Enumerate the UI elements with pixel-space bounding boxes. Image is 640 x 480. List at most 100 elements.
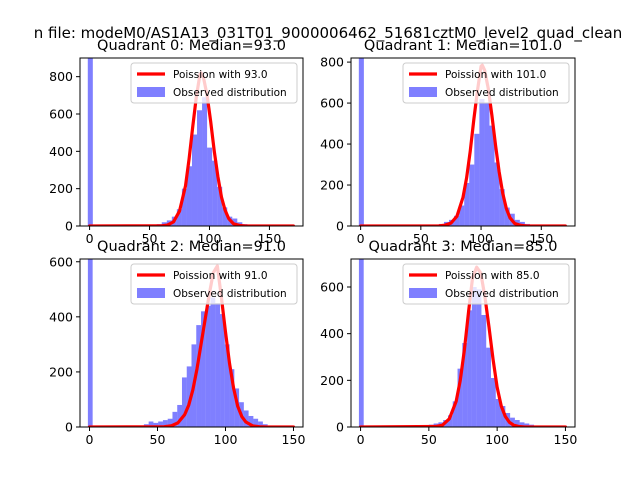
histogram-bar [476,289,482,427]
histogram-bar [258,421,263,427]
y-tick-label: 600 [49,107,73,122]
legend: Poission with 85.0 Observed distribution [402,263,570,305]
y-tick-label: 400 [49,309,73,324]
legend-box [402,62,570,104]
legend-entry-label: Observed distribution [173,87,287,99]
y-tick-label: 0 [336,219,344,234]
y-tick-label: 200 [49,364,73,379]
histogram-bar [201,311,206,427]
histogram-bar [229,369,235,427]
histogram-bar [205,305,211,427]
figure-suptitle: n file: modeM0/AS1A13_031T01_9000006462_… [34,24,623,43]
legend-box [130,62,298,104]
histogram-bar [504,207,510,226]
y-tick-label: 0 [65,420,73,435]
histogram-bar [494,162,500,226]
histogram-bar [491,378,496,427]
histogram-bar [186,366,192,427]
histogram-bar [519,422,525,427]
histogram-bar [481,315,487,427]
histogram-bar [207,147,213,226]
histogram-bar [467,310,472,427]
histogram-bar [148,421,154,427]
legend: Poission with 91.0 Observed distribution [130,263,298,305]
legend-swatch-patch [409,288,437,298]
legend-box [402,263,570,305]
x-tick-label: 0 [357,432,365,447]
y-tick-label: 400 [320,137,344,152]
histogram-bar [243,410,249,427]
histogram-bar [452,401,458,427]
y-tick-label: 0 [65,219,73,234]
legend-box [130,263,298,305]
legend-swatch-patch [137,87,165,97]
histogram-bar [484,103,490,226]
histogram-bar [153,422,159,427]
axes-frame [79,258,304,428]
subplot-title: Quadrant 1: Median=101.0 [364,38,562,54]
legend-entry-label: Poission with 101.0 [445,69,546,81]
histogram-bar [358,58,364,226]
x-tick-label: 150 [258,231,282,246]
histogram-bar [162,420,168,427]
x-tick-label: 50 [150,432,166,447]
histogram-bar [186,166,192,226]
histogram-bar [224,344,230,427]
subplot-quadrant-2: 0 50 100 150 0 200 400 600 Quadrant 2: Median=91… [49,239,305,447]
histogram-bar [181,188,187,226]
x-tick-label: 100 [198,231,222,246]
x-tick-label: 150 [282,432,306,447]
histogram-bar [172,411,178,427]
plot-area [358,58,567,226]
histogram-bar [474,133,480,226]
histogram-bar [248,415,254,427]
histogram-bar [181,377,187,427]
x-tick-label: 150 [529,231,553,246]
x-tick-label: 100 [469,231,493,246]
histogram-bar [220,314,225,427]
histogram-bar [454,215,460,226]
histogram-bar [471,287,477,427]
histogram-bar [176,209,182,226]
histogram-bar [196,325,202,427]
x-tick-label: 100 [485,432,509,447]
x-tick-label: 0 [86,231,94,246]
y-tick-label: 600 [320,96,344,111]
histogram-bar [87,259,93,427]
legend: Poission with 93.0 Observed distribution [130,62,298,104]
y-tick-label: 200 [49,181,73,196]
histogram-bar [469,164,475,226]
histogram-bar [479,98,485,226]
legend-entry-label: Observed distribution [445,288,559,300]
legend-swatch-patch [137,288,165,298]
legend-entry-label: Poission with 91.0 [173,270,268,282]
histogram-bar [177,404,182,427]
subplot-title: Quadrant 2: Median=91.0 [97,239,286,255]
subplot-quadrant-0: 0 50 100 150 0 200 400 600 800 Quadrant 0: Median… [49,38,304,246]
plot-area [358,259,568,427]
legend-entry-label: Observed distribution [173,288,287,300]
x-tick-label: 0 [86,432,94,447]
histogram-bar [210,297,216,427]
axes-frame [350,57,576,227]
histogram-bar [87,58,93,226]
y-tick-label: 200 [320,373,344,388]
histogram-bar [459,205,465,226]
axes-frame [79,57,304,227]
subplot-quadrant-1: 0 50 100 150 0 200 400 600 800 Quadrant 1: Median… [320,38,576,246]
x-tick-label: 100 [214,432,238,447]
histogram-bar [197,110,203,226]
x-tick-label: 50 [413,231,429,246]
histogram-bar [462,343,468,427]
legend-swatch-patch [409,87,437,97]
histogram-bar [358,259,364,427]
histogram-bar [524,423,530,427]
y-tick-label: 200 [320,178,344,193]
histogram-bar [486,347,491,427]
histogram-bar [489,125,495,226]
x-tick-label: 150 [554,432,578,447]
legend-entry-label: Poission with 85.0 [445,270,540,282]
subplots-layer: 0 50 100 150 0 200 400 600 800 Quadrant 0: Median… [49,38,577,447]
histogram-bar [464,182,470,226]
